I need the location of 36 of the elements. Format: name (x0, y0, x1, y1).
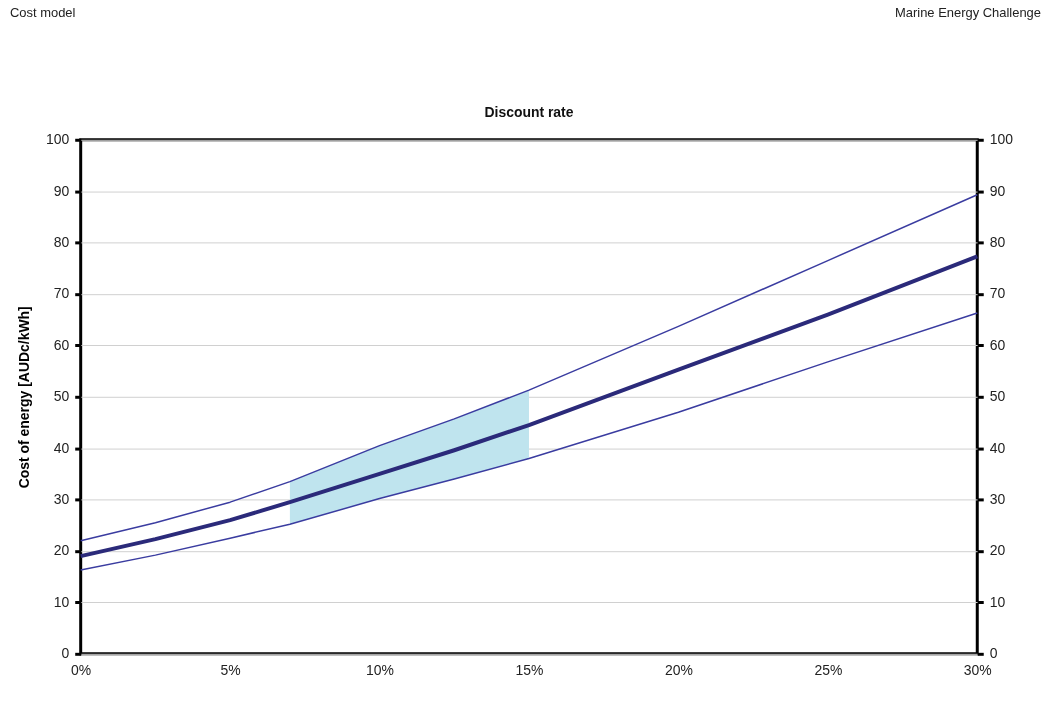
y2-tick-label: 10 (989, 593, 1006, 610)
y2-tick-label: 90 (989, 182, 1006, 199)
y2-tick-label: 60 (989, 336, 1006, 353)
y-tick-label: 10 (53, 593, 70, 610)
y-tick-label: 60 (53, 336, 70, 353)
y-tick-label: 40 (53, 439, 70, 456)
text: Cost model (9, 5, 76, 21)
y2-tick-label: 100 (989, 131, 1014, 148)
x-tick-label: 25% (814, 662, 843, 679)
y-tick-label: 0 (61, 645, 70, 662)
y-tick-label: 30 (53, 491, 70, 508)
y2-tick-label: 40 (989, 439, 1006, 456)
y-axis-title: Cost of energy [AUDc/kWh] (16, 306, 33, 489)
x-tick-label: 30% (963, 662, 992, 679)
y2-tick-label: 50 (989, 388, 1006, 405)
chart-title: Discount rate (484, 103, 574, 120)
x-tick-label: 10% (366, 662, 394, 679)
y2-tick-label: 70 (989, 285, 1006, 302)
line-series (79, 312, 979, 571)
y2-tick-label: 20 (989, 542, 1006, 559)
line-series (79, 194, 979, 542)
x-tick-label: 0% (71, 662, 92, 679)
y-tick-label: 90 (53, 182, 70, 199)
y-tick-label: 70 (53, 285, 70, 302)
y-tick-label: 20 (53, 542, 70, 559)
y-tick-label: 80 (53, 234, 70, 251)
x-tick-label: 15% (515, 662, 544, 679)
y-tick-label: 50 (53, 388, 70, 405)
y2-tick-label: 0 (989, 645, 998, 662)
y2-tick-label: 80 (989, 234, 1006, 251)
line-series (78, 254, 980, 559)
y-tick-label: 100 (45, 131, 70, 148)
text: Marine Energy Challenge (895, 5, 1042, 21)
y2-tick-label: 30 (989, 491, 1006, 508)
x-tick-label: 20% (664, 662, 693, 679)
x-tick-label: 5% (220, 662, 241, 679)
